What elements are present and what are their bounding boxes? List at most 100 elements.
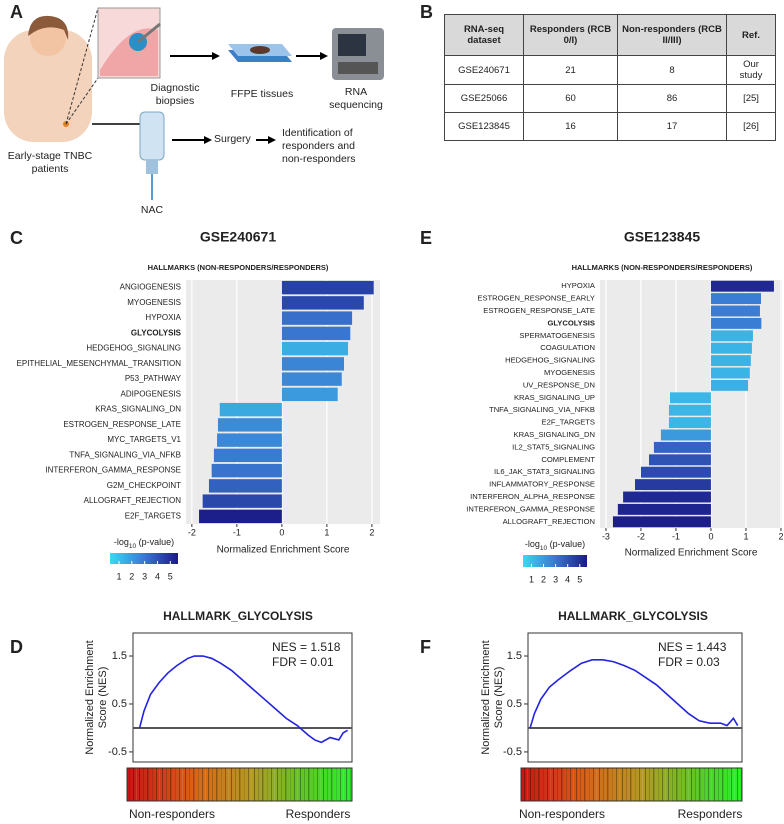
chart-title: GSE240671: [200, 229, 276, 245]
category-label: HEDGEHOG_SIGNALING: [505, 356, 595, 365]
cell: GSE123845: [444, 112, 524, 141]
heatmap-label: Non-responders: [519, 807, 605, 821]
category-label: MYC_TARGETS_V1: [107, 435, 181, 444]
chart-subtitle: HALLMARKS (NON-RESPONDERS/RESPONDERS): [572, 263, 753, 272]
category-label: ANGIOGENESIS: [120, 283, 181, 292]
category-label: IL2_STAT5_SIGNALING: [512, 442, 595, 451]
category-label: INTERFERON_ALPHA_RESPONSE: [470, 492, 595, 501]
table-row: GSE25066 60 86 [25]: [444, 84, 776, 113]
category-label: HEDGEHOG_SIGNALING: [86, 344, 181, 353]
arrow-head: [204, 136, 212, 144]
category-label: KRAS_SIGNALING_DN: [95, 405, 181, 414]
category-label: ALLOGRAFT_REJECTION: [84, 496, 182, 505]
arrow-head: [212, 52, 220, 60]
colorbar-tick-label: 4: [565, 574, 570, 584]
category-label: COAGULATION: [540, 343, 595, 352]
colorbar-title-part: -log: [114, 537, 129, 547]
node-label: Identification of responders and non-res…: [282, 127, 356, 165]
bar: [710, 330, 753, 342]
y-tick-label: -0.5: [108, 746, 127, 758]
panel-label: A: [10, 2, 23, 22]
cell: 60: [523, 84, 618, 113]
sequencer-slot: [338, 62, 378, 74]
y-tick-label: 0.5: [112, 698, 127, 710]
cell: 86: [617, 84, 727, 113]
category-label: ESTROGEN_RESPONSE_LATE: [483, 306, 595, 315]
node-label: Early-stage TNBC patients: [7, 150, 93, 175]
zoom-line: [65, 77, 99, 125]
category-label: HYPOXIA: [145, 313, 181, 322]
x-tick-label: 1: [324, 527, 329, 537]
category-label: ADIPOGENESIS: [121, 389, 181, 398]
cell: Our study: [726, 55, 776, 85]
cell: 21: [523, 55, 618, 85]
panel-label: E: [420, 228, 433, 248]
colorbar-title-part: (p-value): [136, 537, 174, 547]
bar: [281, 387, 338, 402]
y-axis-label: Score (NES): [97, 667, 109, 729]
nac-chamber: [146, 160, 158, 174]
y-tick-label: -0.5: [503, 746, 522, 758]
x-tick-label: 0: [279, 527, 284, 537]
x-tick-label: -1: [672, 531, 680, 541]
chart-title: HALLMARK_GLYCOLYSIS: [558, 609, 708, 623]
annotation: FDR = 0.01: [272, 655, 334, 669]
arrow-head: [320, 52, 328, 60]
cell: GSE25066: [444, 84, 524, 113]
colorbar-title: -log10 (p-value): [525, 539, 585, 551]
bar: [668, 404, 711, 416]
category-label: MYOGENESIS: [544, 368, 595, 377]
heatmap-label: Responders: [286, 807, 351, 821]
category-label: HYPOXIA: [561, 281, 596, 290]
table-row: GSE123845 16 17 [26]: [444, 112, 776, 141]
bar: [710, 355, 751, 367]
category-label: E2F_TARGETS: [125, 511, 181, 520]
rank-heatmap-stripes: [126, 767, 353, 802]
bar: [199, 509, 282, 524]
colorbar: [523, 555, 587, 567]
chart-title: GSE123845: [624, 229, 700, 245]
x-tick-label: 2: [778, 531, 783, 541]
bar: [710, 293, 761, 305]
bar: [202, 494, 282, 508]
arrow-head: [268, 136, 276, 144]
bar: [710, 317, 762, 329]
bar: [710, 280, 774, 292]
heatmap-label: Responders: [678, 807, 743, 821]
y-axis-label: Score (NES): [493, 667, 505, 729]
y-axis-label: Normalized Enrichment: [480, 640, 492, 754]
x-axis-label: Normalized Enrichment Score: [217, 545, 350, 556]
plot-background: [600, 280, 782, 528]
category-label: P53_PATHWAY: [125, 374, 182, 383]
cell: GSE240671: [444, 55, 524, 85]
colorbar-tick-label: 3: [553, 574, 558, 584]
node-label: RNA sequencing: [329, 86, 383, 111]
colorbar: [110, 553, 178, 564]
annotation: NES = 1.443: [658, 640, 727, 654]
y-tick-label: 0.5: [507, 698, 522, 710]
bar: [217, 418, 282, 432]
colorbar-tick-label: 1: [116, 571, 121, 581]
x-axis-label: Normalized Enrichment Score: [625, 548, 758, 559]
bar: [281, 311, 353, 325]
colorbar-title-part: 10: [540, 545, 548, 552]
category-label: EPITHELIAL_MESENCHYMAL_TRANSITION: [17, 359, 182, 368]
annotation: FDR = 0.03: [658, 655, 720, 669]
bar: [281, 341, 349, 356]
bar: [653, 441, 711, 453]
diagram: [4, 7, 384, 200]
node-label: Surgery: [214, 133, 251, 145]
category-label: KRAS_SIGNALING_DN: [514, 430, 595, 439]
bar: [281, 326, 351, 341]
bar: [281, 357, 344, 371]
chart-subtitle: HALLMARKS (NON-RESPONDERS/RESPONDERS): [148, 263, 329, 272]
category-label: COMPLEMENT: [541, 455, 595, 464]
colorbar-title-part: (p-value): [547, 539, 585, 549]
category-label: TNFA_SIGNALING_VIA_NFKB: [489, 405, 595, 414]
bar: [640, 466, 711, 478]
bar: [219, 402, 282, 417]
header-cell: Responders (RCB 0/I): [523, 14, 618, 56]
bar: [623, 491, 711, 503]
category-label: GLYCOLYSIS: [131, 328, 182, 337]
